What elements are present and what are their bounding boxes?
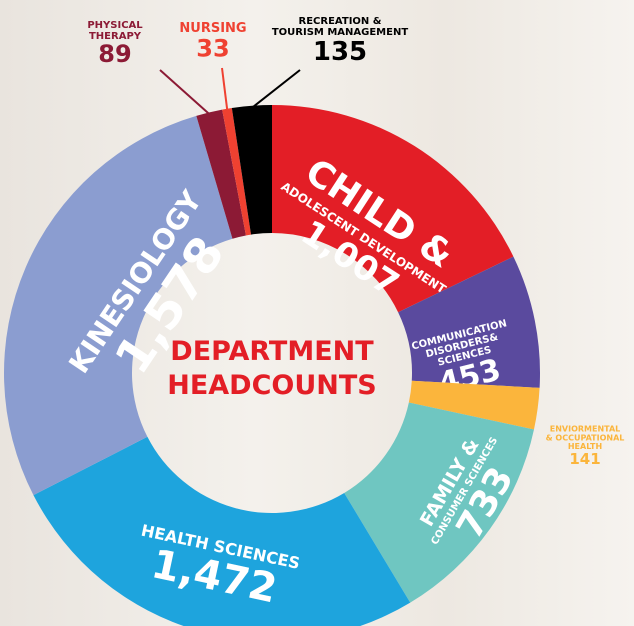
value-label: 33 bbox=[196, 35, 229, 63]
infographic: CHILD &ADOLESCENT DEVELOPMENT1,007COMMUN… bbox=[0, 0, 634, 626]
leader-line bbox=[160, 70, 210, 114]
value-label: 89 bbox=[98, 40, 131, 68]
chart: CHILD &ADOLESCENT DEVELOPMENT1,007COMMUN… bbox=[0, 0, 634, 626]
leader-line bbox=[222, 68, 227, 111]
value-label: 135 bbox=[313, 37, 367, 67]
category-label: RECREATION & bbox=[299, 16, 382, 27]
category-label: ENVIORMENTAL bbox=[550, 425, 621, 434]
category-label: & OCCUPATIONAL bbox=[546, 433, 625, 442]
value-label: 141 bbox=[569, 450, 600, 468]
leader-line bbox=[252, 70, 300, 108]
category-label: PHYSICAL bbox=[87, 20, 143, 31]
chart-title: DEPARTMENT HEADCOUNTS bbox=[162, 335, 382, 403]
